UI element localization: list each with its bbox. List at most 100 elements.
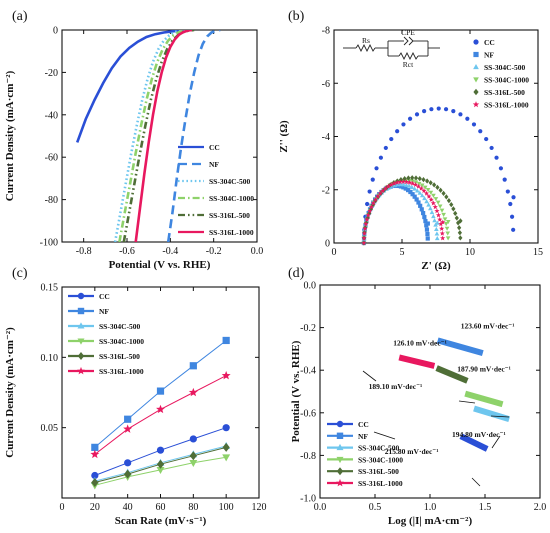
panel-a-series (75, 30, 221, 242)
panel-a-y-tick-label: -40 (45, 110, 58, 121)
panel-b-point (431, 213, 436, 219)
panel-b-point (498, 166, 504, 171)
panel-b-point (424, 199, 429, 204)
panel-d-x-tick-label: 1.5 (479, 502, 492, 513)
panel-b-point (416, 200, 421, 205)
panel-a-y-axis-label: Current Density (mA·cm⁻²) (4, 70, 16, 201)
panel-d-plot-frame (319, 284, 541, 499)
panel-a-legend-label: SS-304C-1000 (209, 194, 254, 203)
panel-d-legend-label: SS-304C-500 (358, 444, 400, 453)
panel-c-point (222, 442, 230, 452)
panel-d-series-ss-304c-500: 194.80 mV·dec⁻¹ (452, 405, 511, 439)
panel-b-point (439, 230, 445, 236)
panel-c-legend-entry-cc: CC (68, 292, 110, 301)
panel-d-y-axis-label: Potential (V vs. RHE) (290, 340, 302, 442)
panel-b-point (456, 220, 461, 226)
panel-b-point (415, 183, 422, 189)
panel-c-y-tick-label: 0.05 (41, 423, 59, 434)
panel-b-point (421, 210, 426, 216)
panel-b-point (424, 223, 429, 228)
panel-b-point (422, 214, 427, 220)
panel-b-y-tick-label: 0 (325, 239, 330, 250)
panel-b-point (445, 231, 451, 236)
panel-c-point (156, 387, 165, 395)
panel-b-circuit-diagram (343, 36, 440, 61)
panel-c-x-tick-label: 100 (219, 502, 234, 513)
panel-b-point (423, 218, 428, 224)
panel-a-legend-entry-ss-316l-500: SS-316L-500 (178, 211, 250, 220)
panel-c-point (188, 387, 198, 397)
panel-b-point (511, 195, 516, 200)
panel-d-legend-label: SS-316L-1000 (358, 479, 403, 488)
panel-b-point (435, 200, 441, 205)
panel-d-legend-label: SS-304C-1000 (358, 455, 403, 464)
panel-b-point (418, 185, 424, 191)
panel-a-x-axis-label: Potential (V vs. RHE) (109, 259, 211, 271)
panel-b-point (441, 212, 446, 218)
panel-b-point (434, 235, 440, 241)
panel-b-axes: 0 5 10 15 0 -2 -4 -6 -8 Z' (Ω) Z'' (Ω) (b) (278, 9, 543, 272)
panel-c-x-axis-label: Scan Rate (mV·s⁻¹) (115, 515, 207, 527)
panel-a-x-tick-label: -0.8 (76, 246, 92, 257)
panel-d-tafel-line (398, 354, 436, 369)
panel-c-y-tick-label: 0.10 (41, 353, 59, 364)
panel-b-legend-entry-cc: CC (473, 38, 495, 47)
panel-b-point (367, 208, 373, 214)
panel-b-series-ss-316l-1000 (361, 179, 446, 246)
panel-c-point (222, 454, 231, 462)
panel-b-point (494, 155, 499, 160)
panel-b-point (361, 235, 367, 241)
panel-b-point (364, 216, 370, 222)
panel-d-series-ss-316l-500: 189.10 mV·dec⁻¹ (369, 365, 469, 391)
panel-d-y-tick-label: -0.4 (300, 366, 316, 377)
panel-b-point (444, 226, 450, 231)
panel-b-point (380, 188, 386, 193)
panel-b-legend-entry-ss-316l-1000: SS-316L-1000 (472, 101, 529, 110)
panel-b-point (395, 182, 401, 187)
panel-b-point (444, 194, 449, 200)
panel-b-point (418, 203, 423, 208)
panel-d-legend-marker (336, 456, 344, 464)
panel-d-legend-label: CC (358, 420, 369, 429)
panel-c-point (124, 415, 132, 423)
panel-c-series-cc (91, 424, 230, 480)
panel-b-point (439, 208, 445, 213)
panel-b-point (413, 180, 419, 185)
panel-a-line-ss-304c-1000 (118, 30, 190, 242)
panel-a-legend-entry-ss-304c-500: SS-304C-500 (178, 177, 251, 186)
panel-d-legend: CC NF SS-304C-500 SS-304C-1000 SS-316L-500 SS… (327, 420, 403, 488)
panel-c-legend-marker (77, 338, 85, 345)
panel-b-point (458, 112, 463, 117)
panel-d-legend-marker (336, 467, 344, 476)
panel-b-point (428, 180, 433, 186)
panel-b-point (509, 214, 515, 219)
panel-b-point (377, 190, 383, 196)
panel-d-y-tick-label: -1.0 (300, 494, 316, 505)
panel-b-legend-entry-ss-316l-500: SS-316L-500 (473, 88, 525, 97)
panel-b-point (391, 180, 397, 186)
panel-b-point (432, 218, 437, 223)
panel-c-point (189, 362, 197, 370)
panel-b-legend-marker (473, 64, 479, 70)
panel-b-point (441, 190, 446, 197)
panel-b-point (414, 197, 419, 202)
panel-b-circuit-label-rs: Rs (362, 36, 370, 45)
panel-b-point (438, 187, 443, 193)
panel-c-point (222, 424, 230, 432)
panel-d-legend-marker (336, 420, 344, 428)
panel-b-point (425, 187, 431, 193)
panel-b-point (400, 179, 406, 184)
panel-a-legend-entry-ss-304c-1000: SS-304C-1000 (178, 194, 254, 203)
panel-c-series-ss-316l-1000 (90, 370, 231, 459)
panel-b-point (426, 193, 432, 199)
panel-d-legend-label: SS-316L-500 (358, 467, 399, 476)
panel-b-point (458, 218, 463, 224)
panel-d-tafel-line (473, 405, 511, 423)
panel-a-y-tick-label: -100 (40, 238, 58, 249)
panel-b-point (406, 188, 411, 193)
panel-b-point (451, 206, 456, 212)
panel-b-y-tick-label: -4 (322, 132, 330, 143)
panel-a-x-tick-label: -0.6 (119, 246, 135, 257)
panel-b-y-tick-label: -6 (322, 79, 330, 90)
panel-b-legend-label: NF (484, 51, 494, 60)
